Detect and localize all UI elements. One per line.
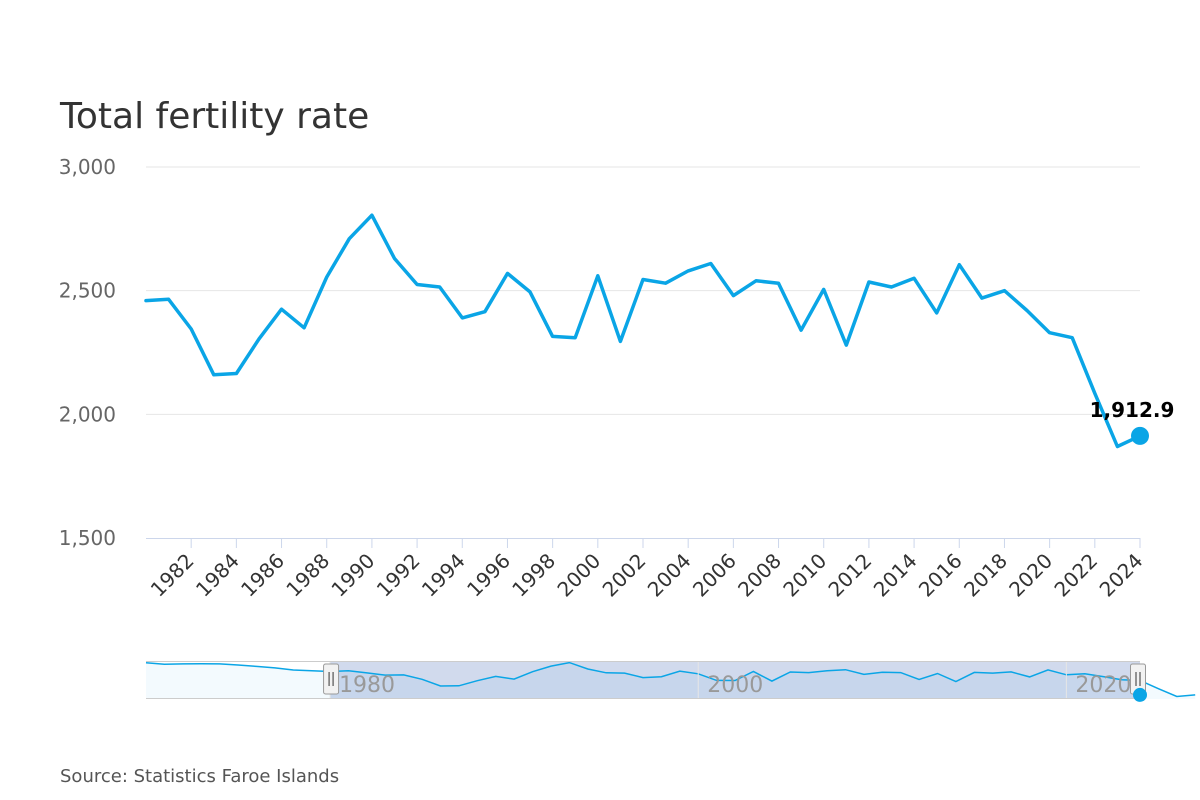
x-tick-label: 1988 [281, 549, 334, 602]
y-gridlines [146, 166, 1140, 415]
x-tick-label: 1994 [417, 549, 470, 602]
navigator-left-handle[interactable] [323, 663, 340, 695]
x-tick-label: 2004 [643, 549, 696, 602]
x-tick-label: 2000 [552, 549, 605, 602]
y-tick-label: 1,500 [59, 526, 116, 550]
series-line[interactable] [144, 213, 1142, 449]
last-point-label: 1,912.9 [1090, 398, 1175, 422]
x-tick-label: 2022 [1049, 549, 1102, 602]
navigator-unselected-area [146, 661, 331, 699]
navigator-year-label: 2000 [707, 673, 763, 698]
navigator-last-point-marker [1133, 687, 1147, 702]
x-tick-label: 2002 [598, 549, 651, 602]
x-tick-label: 1984 [191, 549, 244, 602]
x-tick-label: 2014 [869, 549, 922, 602]
x-tick-label: 2020 [1004, 549, 1057, 602]
navigator-series-area [146, 662, 1196, 699]
navigator-series-line [145, 661, 1196, 698]
last-point-marker[interactable] [1131, 426, 1149, 445]
x-tick-label: 2006 [688, 549, 741, 602]
plot-area[interactable]: 1,912.9 [144, 213, 1175, 449]
x-tick-label: 2018 [959, 549, 1012, 602]
chart-title: Total fertility rate [59, 96, 369, 137]
navigator-left-handle-body[interactable] [323, 663, 340, 695]
x-tick-label: 1992 [372, 549, 425, 602]
x-tick-label: 2012 [823, 549, 876, 602]
y-tick-label: 3,000 [59, 155, 116, 179]
navigator-right-handle[interactable] [1130, 663, 1146, 695]
y-axis-labels: 1,500 2,000 2,500 3,000 [59, 155, 116, 550]
x-tick-label: 2010 [778, 549, 831, 602]
navigator-year-label: 2020 [1075, 673, 1131, 698]
x-tick-label: 1990 [326, 549, 379, 602]
x-tick-label: 2024 [1095, 549, 1148, 602]
source-credit[interactable]: Source: Statistics Faroe Islands [60, 766, 339, 787]
x-axis: 1982198419861988199019921994199619982000… [146, 538, 1148, 602]
navigator-year-label: 1980 [339, 673, 395, 698]
x-tick-label: 2016 [914, 549, 967, 602]
navigator[interactable]: 1980 2000 2020 [145, 661, 1196, 702]
y-tick-label: 2,000 [59, 402, 116, 426]
x-tick-label: 1998 [507, 549, 560, 602]
y-tick-label: 2,500 [59, 279, 116, 303]
x-tick-label: 1986 [236, 549, 289, 602]
x-tick-label: 2008 [733, 549, 786, 602]
x-tick-label: 1982 [146, 549, 199, 602]
x-tick-label: 1996 [462, 549, 515, 602]
